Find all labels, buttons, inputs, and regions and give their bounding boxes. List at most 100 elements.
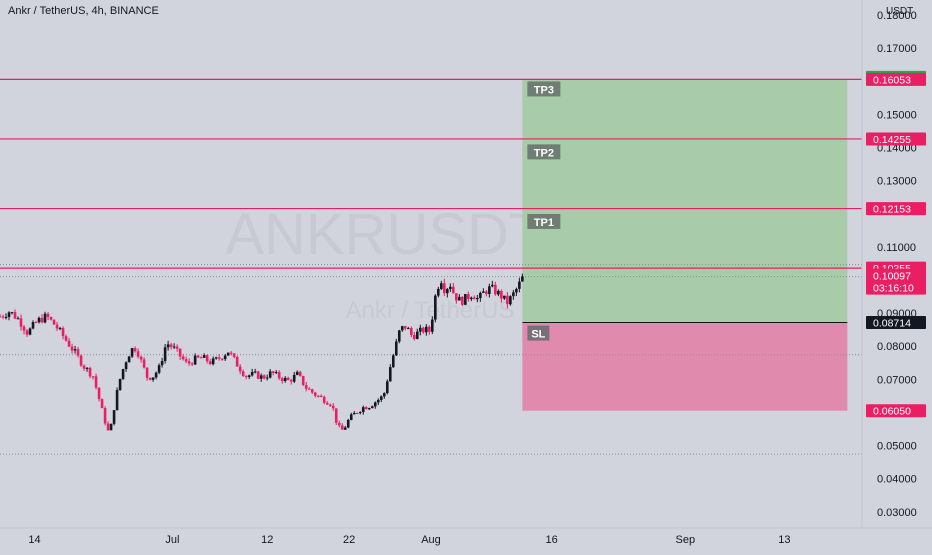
candle-body [464,293,467,305]
candles [0,273,524,431]
zone-label-text: TP2 [534,147,554,159]
x-tick-label: 16 [546,534,558,546]
candle-body [61,328,65,337]
candle-body [295,371,299,375]
candle-body [157,365,161,373]
candle-body [452,286,455,294]
level-price-tag-bg [866,132,926,146]
candle-body [346,419,350,428]
symbol-title: Ankr / TetherUS, 4h, BINANCE [8,5,159,17]
entry-price-tag: 0.08714 [873,317,911,329]
candle-body [229,352,233,354]
y-tick-label: 0.08000 [877,341,917,353]
candle-body [262,375,266,379]
candle-body [376,399,380,403]
level-price-tag-bg [866,202,926,216]
candle-body [280,378,284,382]
level-price-tag: 0.14255 [873,134,911,146]
candle-body [31,322,35,329]
candle-body [112,410,116,424]
candle-body [64,336,68,341]
candle-body [509,296,512,305]
candle-body [70,346,74,351]
candle-body [491,284,494,287]
candle-body [169,344,173,347]
candle-body [382,393,386,397]
candle-body [247,375,251,377]
candle-body [151,377,155,380]
candle-body [118,378,122,391]
level-price-tag: 0.16053 [873,74,911,86]
candle-body [22,326,26,331]
y-tick-label: 0.13000 [877,176,917,188]
candle-body [334,408,338,423]
candle-body [235,356,239,367]
candle-body [325,402,329,405]
candle-body [328,404,332,406]
candle-body [298,371,302,376]
y-tick-label: 0.04000 [877,474,917,486]
x-tick-label: Sep [676,534,696,546]
y-tick-label: 0.07000 [877,374,917,386]
candle-body [82,365,86,369]
candle-body [133,348,137,352]
candle-body [244,375,248,377]
candle-body [121,369,125,379]
candle-body [259,375,263,379]
candle-body [91,376,95,378]
candle-body [172,346,176,348]
candle-body [187,361,191,364]
candle-body [434,295,437,320]
candle-body [340,425,344,430]
price-axis[interactable]: USDT 0.180000.170000.150000.140000.13000… [861,0,926,528]
price-tags: 0.161140.160530.142550.121530.103550.087… [866,70,926,418]
last-price-label: 0.10097 [873,271,911,283]
candle-body [154,372,158,378]
candle-body [175,346,179,349]
candle-body [361,407,365,413]
candle-body [1,316,5,318]
candle-body [7,312,11,317]
candle-body [25,330,29,335]
candle-body [43,313,47,323]
target-zone [522,79,848,323]
candle-body [292,374,296,382]
candle-body [163,347,167,362]
candle-body [4,316,8,318]
x-tick-label: Aug [421,534,441,546]
zone-label-box [527,213,561,229]
candle-body [422,327,425,333]
candle-body [208,361,212,365]
candle-body [388,367,392,382]
candle-body [446,289,449,294]
candle-body [241,371,245,376]
candle-body [103,408,107,424]
candle-body [428,326,431,332]
candle-body [476,298,479,300]
candle-body [322,396,326,403]
candle-body [440,283,443,289]
candle-body [136,351,140,357]
candle-body [343,427,347,430]
candle-body [358,412,362,414]
time-axis[interactable]: 14 Jul 12 22 Aug 16 Sep 13 [0,527,932,546]
candle-body [479,292,482,299]
candle-body [232,353,236,357]
y-tick-label: 0.15000 [877,109,917,121]
candle-body [415,331,419,339]
currency-label: USDT [886,6,913,17]
candle-body [127,356,131,363]
candle-body [58,328,62,330]
candle-body [515,288,518,293]
zone-label-box [527,81,561,97]
candle-body [385,381,389,394]
candle-body [40,317,44,323]
candle-body [10,312,14,314]
candle-body [142,359,146,368]
candle-body [193,355,197,365]
candle-body [94,376,98,388]
x-ticks: 14 Jul 12 22 Aug 16 Sep 13 [28,534,790,546]
candle-body [76,349,80,356]
candle-body [226,352,230,356]
